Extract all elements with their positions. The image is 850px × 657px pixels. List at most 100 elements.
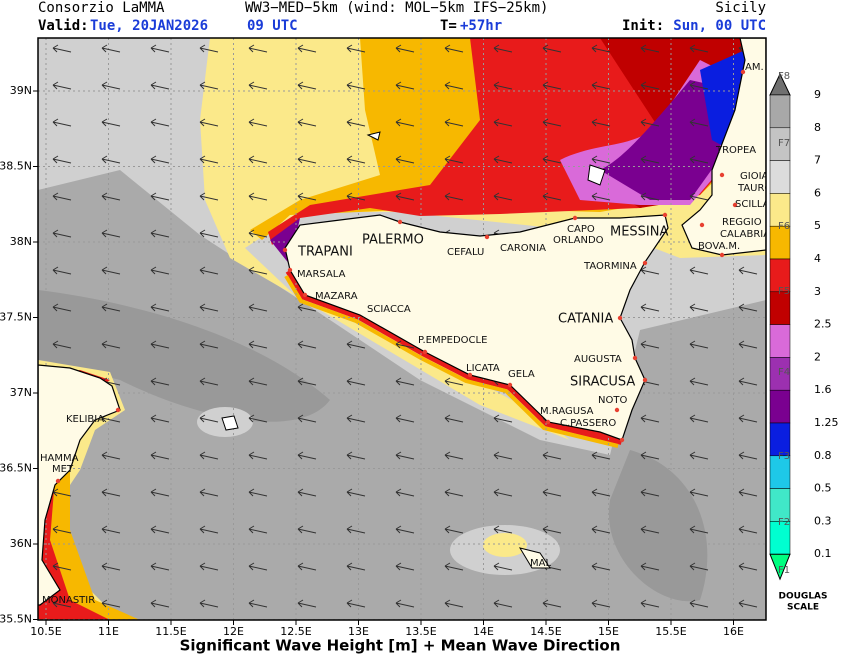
arrow <box>346 44 366 53</box>
place-label: MET <box>52 464 74 475</box>
arrow <box>395 377 415 386</box>
legend-value: 2.5 <box>814 318 832 331</box>
place-dot <box>572 215 578 221</box>
arrow <box>52 266 72 275</box>
place-dot <box>699 222 705 228</box>
place-dot <box>467 372 473 378</box>
arrow <box>297 303 317 312</box>
arrow <box>101 229 121 238</box>
place-label: TRAPANI <box>297 245 353 260</box>
douglas-label: F3 <box>778 451 790 462</box>
island <box>587 164 606 186</box>
arrow <box>101 81 121 90</box>
arrow <box>150 414 170 423</box>
arrow <box>101 340 121 349</box>
legend-value: 9 <box>814 88 821 101</box>
lon-tick-label: 13E <box>348 625 369 638</box>
arrow <box>297 81 317 90</box>
arrow <box>395 192 415 201</box>
place-dot <box>55 478 61 484</box>
arrow <box>395 155 415 164</box>
arrow <box>248 377 268 386</box>
arrow <box>346 81 366 90</box>
douglas-label: F7 <box>778 138 790 149</box>
arrow <box>248 44 268 53</box>
douglas-label: F8 <box>778 71 790 82</box>
tunisia <box>38 364 121 606</box>
place-dot <box>632 355 638 361</box>
arrow <box>199 266 219 275</box>
arrow <box>52 303 72 312</box>
lon-tick-label: 13.5E <box>405 625 436 638</box>
arrow <box>150 340 170 349</box>
arrow <box>591 192 611 201</box>
place-label: CALABRIA <box>720 229 770 240</box>
arrow <box>101 562 121 571</box>
lat-tick-label: 36.5N <box>0 462 32 475</box>
arrow <box>297 451 317 460</box>
init-value: Sun, 00 UTC <box>673 18 766 34</box>
place-label: MESSINA <box>610 225 668 240</box>
axes: 10.5E 11E 11.5E 12E 12.5E 13E 13.5E 14E 14.5E 15E… <box>0 84 744 638</box>
arrow <box>640 414 660 423</box>
grid <box>38 38 766 620</box>
arrow <box>248 340 268 349</box>
arrow <box>248 451 268 460</box>
arrow <box>150 81 170 90</box>
arrow <box>444 192 464 201</box>
legend-value: 0.1 <box>814 547 832 560</box>
arrow <box>395 340 415 349</box>
arrow <box>542 192 562 201</box>
arrow <box>150 525 170 534</box>
arrow <box>150 266 170 275</box>
arrow <box>150 303 170 312</box>
arrow <box>346 118 366 127</box>
douglas-title: SCALE <box>787 603 819 613</box>
place-dot <box>642 377 648 383</box>
arrow <box>444 44 464 53</box>
arrow <box>640 303 660 312</box>
arrow <box>395 562 415 571</box>
lon-tick-label: 11E <box>98 625 119 638</box>
place-label: MAZARA <box>315 291 358 302</box>
arrow <box>640 599 660 608</box>
arrow <box>150 451 170 460</box>
arrow <box>493 118 513 127</box>
arrow <box>689 562 709 571</box>
wave-zone <box>38 290 330 422</box>
arrow <box>101 118 121 127</box>
place-label: TROPEA <box>715 145 756 156</box>
valid-label: Valid: <box>38 18 89 34</box>
place-label: KELIBIA <box>66 414 104 425</box>
place-label: P.EMPEDOCLE <box>418 335 487 346</box>
model: WW3−MED−5km (wind: MOL−5km IFS−25km) <box>245 0 548 16</box>
arrow <box>591 451 611 460</box>
arrow <box>591 118 611 127</box>
wave-zone <box>600 80 735 200</box>
place-label: ORLANDO <box>553 235 604 246</box>
arrow <box>150 44 170 53</box>
arrow <box>248 525 268 534</box>
t-value: +57hr <box>460 18 502 34</box>
lon-tick-label: 12.5E <box>280 625 311 638</box>
arrow <box>52 229 72 238</box>
arrow <box>52 44 72 53</box>
lat-tick-label: 39N <box>10 84 32 97</box>
arrow <box>493 44 513 53</box>
arrow <box>542 525 562 534</box>
arrow <box>248 229 268 238</box>
place-dot <box>507 382 513 388</box>
arrow <box>640 562 660 571</box>
place-dot <box>422 349 428 355</box>
arrow <box>346 340 366 349</box>
arrow <box>493 525 513 534</box>
arrow <box>297 599 317 608</box>
arrow <box>444 81 464 90</box>
place-dot <box>115 407 121 413</box>
place-dot <box>397 219 403 225</box>
arrow <box>493 155 513 164</box>
legend-value: 5 <box>814 219 821 232</box>
